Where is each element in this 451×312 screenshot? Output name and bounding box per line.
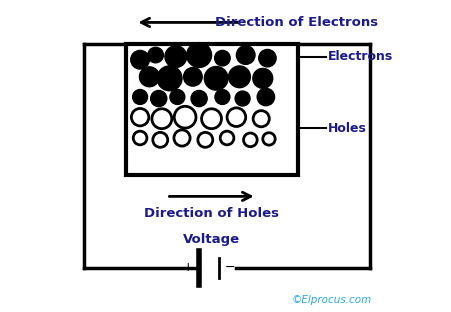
Circle shape [215,51,230,66]
Circle shape [235,91,250,106]
Text: Holes: Holes [328,122,367,134]
Circle shape [229,66,250,88]
Circle shape [151,90,167,107]
Circle shape [170,90,185,105]
Text: Direction of Electrons: Direction of Electrons [216,16,378,29]
Text: −: − [225,261,235,274]
Circle shape [259,50,276,67]
Bar [126,44,299,175]
Circle shape [139,67,159,87]
Text: Voltage: Voltage [183,233,240,246]
Circle shape [215,90,230,105]
Circle shape [133,90,147,105]
Circle shape [253,68,273,88]
Circle shape [157,66,182,91]
Circle shape [184,67,202,86]
Text: Direction of Holes: Direction of Holes [144,207,279,220]
Circle shape [236,46,255,64]
Circle shape [204,66,228,90]
Circle shape [191,90,207,107]
Circle shape [257,88,275,106]
Circle shape [131,51,149,69]
Circle shape [187,43,212,67]
Text: Electrons: Electrons [328,50,393,63]
Text: ©Elprocus.com: ©Elprocus.com [291,295,372,305]
Text: +: + [182,261,193,274]
Circle shape [165,46,187,67]
Circle shape [148,47,163,63]
